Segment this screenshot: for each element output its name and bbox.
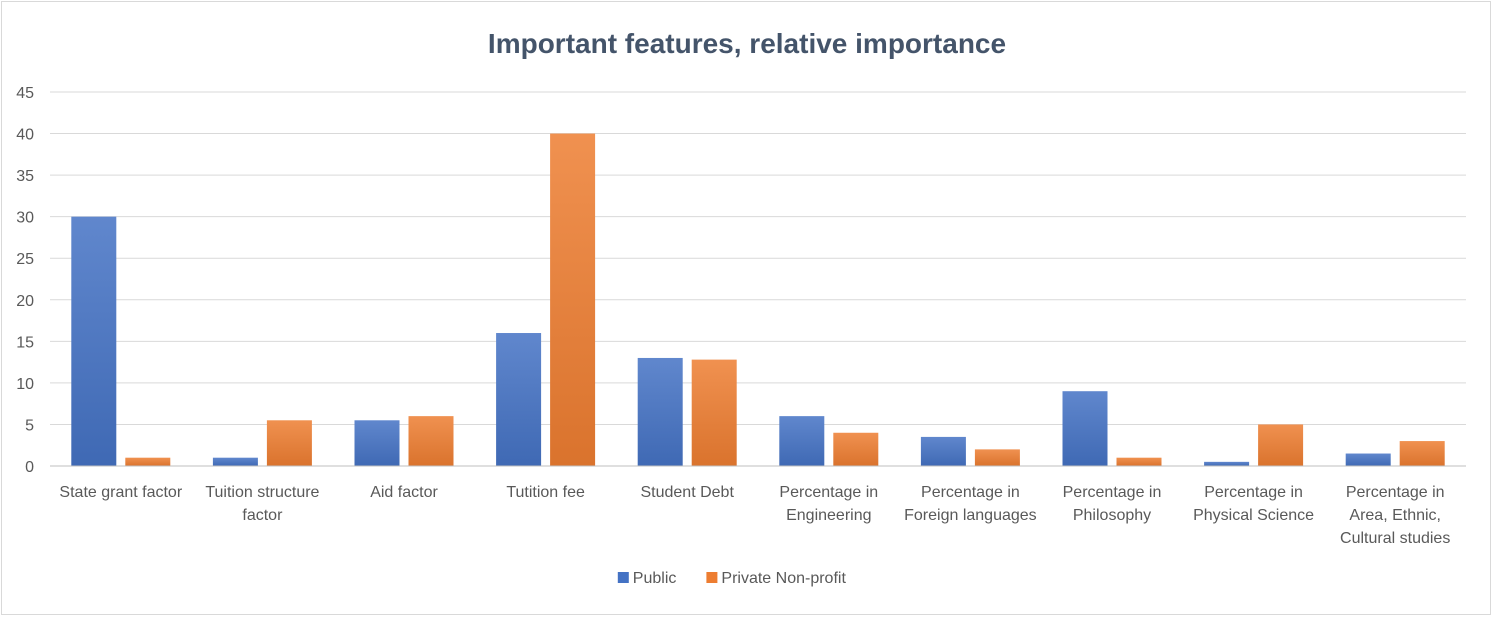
bar-public [71,216,117,466]
category-label-line: Philosophy [1073,507,1151,524]
category-label: Percentage in Engineering [779,484,878,524]
y-tick-label: 5 [25,417,34,434]
category-label-line: Percentage in [1204,484,1303,501]
legend-label: Private Non-profit [721,570,846,587]
bar-public [1204,461,1250,466]
bar-private-non-profit [408,416,454,466]
bar-public [1345,453,1391,466]
bar-public [1062,391,1108,466]
category-label-line: Percentage in [779,484,878,501]
bar-public [496,333,542,466]
bar-private-non-profit [266,420,312,466]
y-tick-label: 15 [16,334,34,351]
category-label-line: Percentage in [1346,484,1445,501]
category-label: Percentage in Area, Ethnic, Cultural studi… [1340,484,1450,547]
legend: Public Private Non-profit [617,570,846,587]
category-labels: State grant factor Tuition structure facto… [59,484,1450,547]
legend-swatch [617,572,629,583]
bar-public [637,357,683,466]
category-label-line: Student Debt [640,484,734,501]
y-axis-ticks: 0 5 10 15 20 25 30 35 40 45 [16,85,34,476]
bar-public [920,436,966,466]
bar-private-non-profit [833,432,879,466]
category-label-line: factor [242,507,283,524]
grid-lines [50,91,1466,425]
category-label: Percentage in Physical Science [1193,484,1314,524]
category-label-line: Cultural studies [1340,530,1450,547]
y-tick-label: 30 [16,210,34,227]
category-label: Tuition structure factor [205,484,319,524]
bar-private-non-profit [550,133,596,467]
y-tick-label: 45 [16,85,34,102]
category-label: Student Debt [640,484,734,501]
bars [71,133,1445,467]
category-label-line: Tutition fee [506,484,585,501]
category-label-line: Foreign languages [904,507,1037,524]
y-tick-label: 25 [16,251,34,268]
category-label: Percentage in Foreign languages [904,484,1037,524]
category-label: Tutition fee [506,484,585,501]
y-tick-label: 20 [16,293,34,310]
y-tick-label: 35 [16,168,34,185]
bar-private-non-profit [691,359,737,466]
bar-public [779,416,825,466]
category-label-line: Area, Ethnic, [1349,507,1441,524]
bar-private-non-profit [1258,424,1304,466]
bar-private-non-profit [125,457,171,466]
category-label-line: Engineering [786,507,871,524]
category-label-line: Physical Science [1193,507,1314,524]
bar-private-non-profit [1116,457,1162,466]
y-tick-label: 40 [16,127,34,144]
chart-title: Important features, relative importance [488,28,1006,59]
category-label-line: Aid factor [370,484,438,501]
category-label-line: Tuition structure [205,484,319,501]
category-label-line: State grant factor [59,484,182,501]
legend-label: Public [633,570,677,587]
category-label: Percentage in Philosophy [1063,484,1162,524]
legend-swatch [706,572,718,583]
category-label-line: Percentage in [1063,484,1162,501]
y-tick-label: 0 [25,459,34,476]
bar-private-non-profit [1399,441,1445,466]
bar-public [354,420,400,466]
category-label: Aid factor [370,484,438,501]
category-label-line: Percentage in [921,484,1020,501]
bar-private-non-profit [974,449,1020,466]
category-label: State grant factor [59,484,182,501]
bar-public [212,457,258,466]
y-tick-label: 10 [16,376,34,393]
